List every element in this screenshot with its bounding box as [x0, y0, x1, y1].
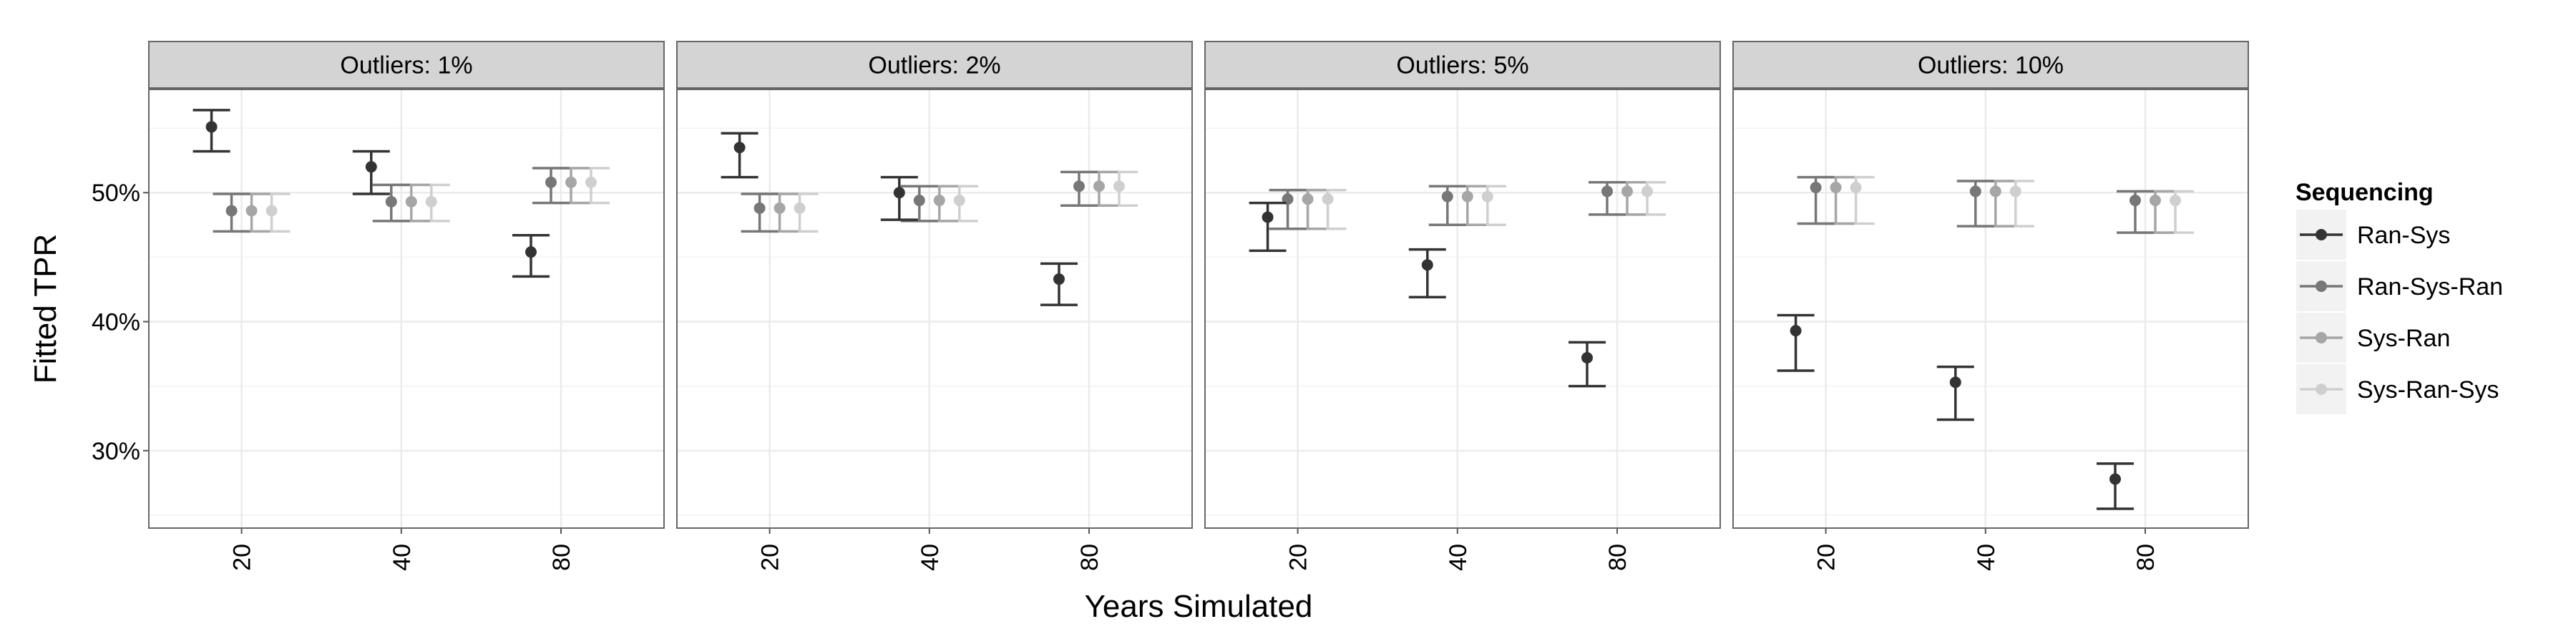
point-sys-ran: [1093, 180, 1105, 192]
point-sys-ran: [774, 202, 786, 214]
point-sys-ran: [1461, 190, 1473, 203]
point-ran-sys: [1421, 259, 1433, 271]
point-sys-ran: [1989, 185, 2001, 197]
point-sys-ran-sys: [1850, 182, 1862, 194]
x-tick-label: 80: [2132, 544, 2160, 571]
legend-key-point: [2316, 229, 2327, 240]
legend-label: Sys-Ran-Sys: [2357, 376, 2499, 404]
point-ran-sys: [1262, 211, 1274, 223]
point-sys-ran-sys: [2009, 185, 2021, 197]
point-sys-ran-sys: [1322, 193, 1334, 205]
point-ran-sys-ran: [225, 205, 238, 217]
y-tick-label: 50%: [92, 180, 140, 207]
point-ran-sys-ran: [385, 195, 397, 208]
point-ran-sys: [733, 142, 746, 154]
x-tick-label: 80: [548, 544, 575, 571]
x-tick-label: 20: [1813, 544, 1840, 571]
point-sys-ran: [405, 195, 417, 208]
point-ran-sys-ran: [753, 202, 766, 214]
panel-border: [1732, 89, 2249, 529]
point-sys-ran-sys: [585, 176, 597, 188]
point-ran-sys: [1581, 352, 1593, 364]
point-sys-ran-sys: [1113, 180, 1125, 192]
panel-background: [149, 89, 664, 528]
point-sys-ran: [933, 195, 945, 207]
x-tick-label: 40: [1445, 544, 1472, 571]
point-sys-ran: [1302, 193, 1314, 205]
point-sys-ran-sys: [2170, 195, 2181, 207]
point-ran-sys: [205, 121, 218, 133]
legend-label: Ran-Sys-Ran: [2357, 273, 2503, 301]
point-ran-sys-ran: [1441, 190, 1453, 203]
x-tick-label: 40: [1973, 544, 2000, 571]
legend-key-point: [2316, 280, 2327, 292]
point-sys-ran: [1621, 185, 1633, 197]
y-axis-title: Fitted TPR: [28, 234, 63, 384]
point-ran-sys: [1949, 376, 1961, 389]
point-ran-sys: [365, 161, 377, 173]
legend-key-point: [2316, 384, 2327, 395]
facet-strip: [1204, 41, 1721, 89]
point-ran-sys: [2109, 473, 2121, 485]
point-sys-ran: [1830, 182, 1842, 194]
x-tick-label: 20: [229, 544, 256, 571]
legend-key-point: [2316, 332, 2327, 343]
facet-strip: [148, 41, 665, 89]
y-tick-label: 30%: [92, 438, 140, 465]
facet-strip-label: Outliers: 5%: [1396, 52, 1528, 79]
point-ran-sys-ran: [545, 176, 557, 188]
point-ran-sys-ran: [913, 195, 925, 207]
panel-border: [1204, 89, 1721, 529]
x-tick-label: 40: [917, 544, 944, 571]
point-sys-ran: [245, 205, 258, 217]
point-ran-sys-ran: [2129, 195, 2141, 207]
legend-label: Sys-Ran: [2357, 325, 2450, 352]
x-tick-label: 40: [389, 544, 416, 571]
point-ran-sys: [1053, 273, 1065, 286]
x-tick-label: 20: [757, 544, 784, 571]
x-tick-label: 80: [1076, 544, 1103, 571]
point-ran-sys-ran: [1073, 180, 1085, 192]
legend-label: Ran-Sys: [2357, 222, 2450, 249]
point-ran-sys: [525, 246, 537, 258]
point-sys-ran: [565, 176, 577, 188]
x-axis-title: Years Simulated: [1085, 589, 1313, 624]
point-ran-sys: [893, 187, 905, 199]
panel-border: [148, 89, 665, 529]
point-ran-sys-ran: [1969, 185, 1981, 197]
point-ran-sys-ran: [1601, 185, 1613, 197]
panel-background: [1733, 89, 2248, 528]
point-sys-ran-sys: [1641, 185, 1653, 197]
legend-title: Sequencing: [2296, 179, 2434, 206]
facet-strip-label: Outliers: 1%: [340, 52, 472, 79]
point-sys-ran-sys: [1481, 190, 1493, 203]
facet-strip: [676, 41, 1193, 89]
x-tick-label: 20: [1285, 544, 1312, 571]
point-sys-ran-sys: [425, 195, 437, 208]
point-ran-sys: [1790, 325, 1802, 337]
point-sys-ran-sys: [794, 202, 806, 214]
facet-strip-label: Outliers: 10%: [1918, 52, 2064, 79]
panel-border: [676, 89, 1193, 529]
point-sys-ran-sys: [953, 195, 965, 207]
panel-background: [677, 89, 1192, 528]
facet-strip: [1732, 41, 2249, 89]
point-ran-sys-ran: [1810, 182, 1822, 194]
panel-background: [1205, 89, 1720, 528]
point-sys-ran-sys: [265, 205, 278, 217]
facet-strip-label: Outliers: 2%: [868, 52, 1000, 79]
point-sys-ran: [2150, 195, 2161, 207]
x-tick-label: 80: [1604, 544, 1631, 571]
y-tick-label: 40%: [92, 309, 140, 336]
